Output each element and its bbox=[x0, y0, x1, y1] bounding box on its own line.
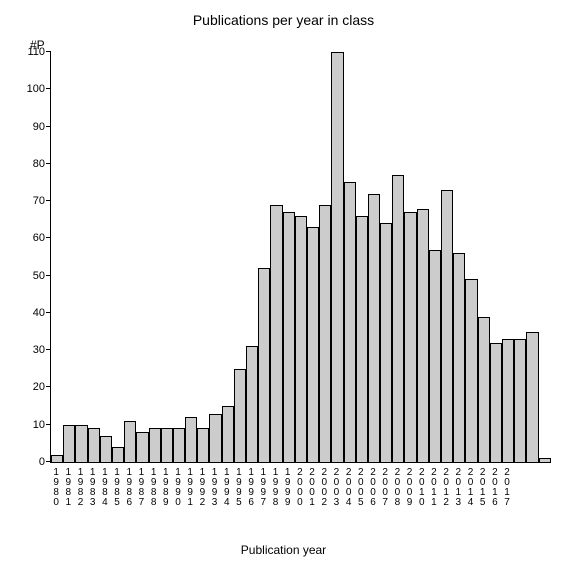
y-tick-label: 30 bbox=[33, 344, 51, 356]
x-tick-label: 2010 bbox=[416, 464, 428, 508]
y-tick-label: 10 bbox=[33, 419, 51, 431]
y-tick-label: 40 bbox=[33, 307, 51, 319]
bar bbox=[283, 212, 295, 462]
bar bbox=[356, 216, 368, 462]
x-tick-label bbox=[525, 464, 537, 508]
bar bbox=[161, 428, 173, 462]
bar bbox=[331, 52, 343, 462]
x-tick-label: 1982 bbox=[74, 464, 86, 508]
x-tick-label: 2013 bbox=[452, 464, 464, 508]
bar bbox=[51, 455, 63, 462]
y-tick-label: 110 bbox=[27, 46, 51, 58]
y-tick-label: 90 bbox=[33, 121, 51, 133]
x-tick-label: 2016 bbox=[489, 464, 501, 508]
bars-group bbox=[51, 52, 551, 462]
x-tick-label: 1994 bbox=[221, 464, 233, 508]
x-tick-label: 2007 bbox=[379, 464, 391, 508]
x-tick-label: 1995 bbox=[233, 464, 245, 508]
bar bbox=[441, 190, 453, 462]
bar bbox=[63, 425, 75, 462]
x-tick-label: 1998 bbox=[269, 464, 281, 508]
bar bbox=[429, 250, 441, 462]
x-tick-label: 1990 bbox=[172, 464, 184, 508]
x-tick-label: 1985 bbox=[111, 464, 123, 508]
bar bbox=[502, 339, 514, 462]
x-tick-label: 2014 bbox=[464, 464, 476, 508]
x-tick-label: 2004 bbox=[343, 464, 355, 508]
x-tick-label bbox=[513, 464, 525, 508]
x-tick-label: 1992 bbox=[196, 464, 208, 508]
x-tick-label: 1984 bbox=[99, 464, 111, 508]
x-tick-label: 1991 bbox=[184, 464, 196, 508]
y-tick-label: 80 bbox=[33, 158, 51, 170]
bar bbox=[380, 223, 392, 462]
bar bbox=[307, 227, 319, 462]
chart-title: Publications per year in class bbox=[0, 12, 567, 28]
bar bbox=[222, 406, 234, 462]
bar bbox=[270, 205, 282, 462]
x-tick-label bbox=[538, 464, 550, 508]
bar bbox=[404, 212, 416, 462]
x-tick-label: 1996 bbox=[245, 464, 257, 508]
bar bbox=[209, 414, 221, 462]
x-tick-label: 2003 bbox=[330, 464, 342, 508]
bar bbox=[185, 417, 197, 462]
bar bbox=[246, 346, 258, 462]
x-tick-label: 2015 bbox=[477, 464, 489, 508]
x-tick-label: 2000 bbox=[294, 464, 306, 508]
x-tick-label: 2008 bbox=[391, 464, 403, 508]
bar bbox=[173, 428, 185, 462]
x-tick-label: 1987 bbox=[135, 464, 147, 508]
x-tick-label: 2002 bbox=[318, 464, 330, 508]
bar bbox=[368, 194, 380, 462]
bar bbox=[136, 432, 148, 462]
bar bbox=[417, 209, 429, 462]
x-tick-label: 2017 bbox=[501, 464, 513, 508]
bar bbox=[319, 205, 331, 462]
y-tick-label: 60 bbox=[33, 232, 51, 244]
y-tick-label: 20 bbox=[33, 381, 51, 393]
x-tick-label: 1999 bbox=[282, 464, 294, 508]
bar bbox=[197, 428, 209, 462]
bar bbox=[149, 428, 161, 462]
x-tick-label: 1988 bbox=[148, 464, 160, 508]
bar bbox=[258, 268, 270, 462]
bar bbox=[344, 182, 356, 462]
bar bbox=[539, 458, 551, 462]
bar bbox=[465, 279, 477, 462]
bar bbox=[514, 339, 526, 462]
x-axis-label: Publication year bbox=[0, 543, 567, 557]
bar bbox=[75, 425, 87, 462]
bar bbox=[112, 447, 124, 462]
x-tick-label: 2009 bbox=[403, 464, 415, 508]
bar bbox=[478, 317, 490, 462]
y-tick-label: 100 bbox=[27, 83, 51, 95]
bar bbox=[88, 428, 100, 462]
bar bbox=[100, 436, 112, 462]
x-tick-label: 1980 bbox=[50, 464, 62, 508]
x-tick-label: 2005 bbox=[355, 464, 367, 508]
bar bbox=[124, 421, 136, 462]
x-tick-label: 2006 bbox=[367, 464, 379, 508]
bar bbox=[295, 216, 307, 462]
y-tick-label: 50 bbox=[33, 270, 51, 282]
bar bbox=[453, 253, 465, 462]
x-tick-label: 1997 bbox=[257, 464, 269, 508]
plot-area: 0102030405060708090100110 bbox=[50, 52, 551, 463]
bar bbox=[234, 369, 246, 462]
bar bbox=[526, 332, 538, 462]
x-ticks: 1980198119821983198419851986198719881989… bbox=[50, 464, 550, 508]
x-tick-label: 2012 bbox=[440, 464, 452, 508]
bar bbox=[392, 175, 404, 462]
x-tick-label: 2001 bbox=[306, 464, 318, 508]
bar bbox=[490, 343, 502, 462]
x-tick-label: 1986 bbox=[123, 464, 135, 508]
x-tick-label: 1983 bbox=[87, 464, 99, 508]
x-tick-label: 1981 bbox=[62, 464, 74, 508]
x-tick-label: 1993 bbox=[208, 464, 220, 508]
x-tick-label: 2011 bbox=[428, 464, 440, 508]
y-tick-label: 70 bbox=[33, 195, 51, 207]
x-tick-label: 1989 bbox=[160, 464, 172, 508]
chart-container: Publications per year in class #P 010203… bbox=[0, 0, 567, 567]
